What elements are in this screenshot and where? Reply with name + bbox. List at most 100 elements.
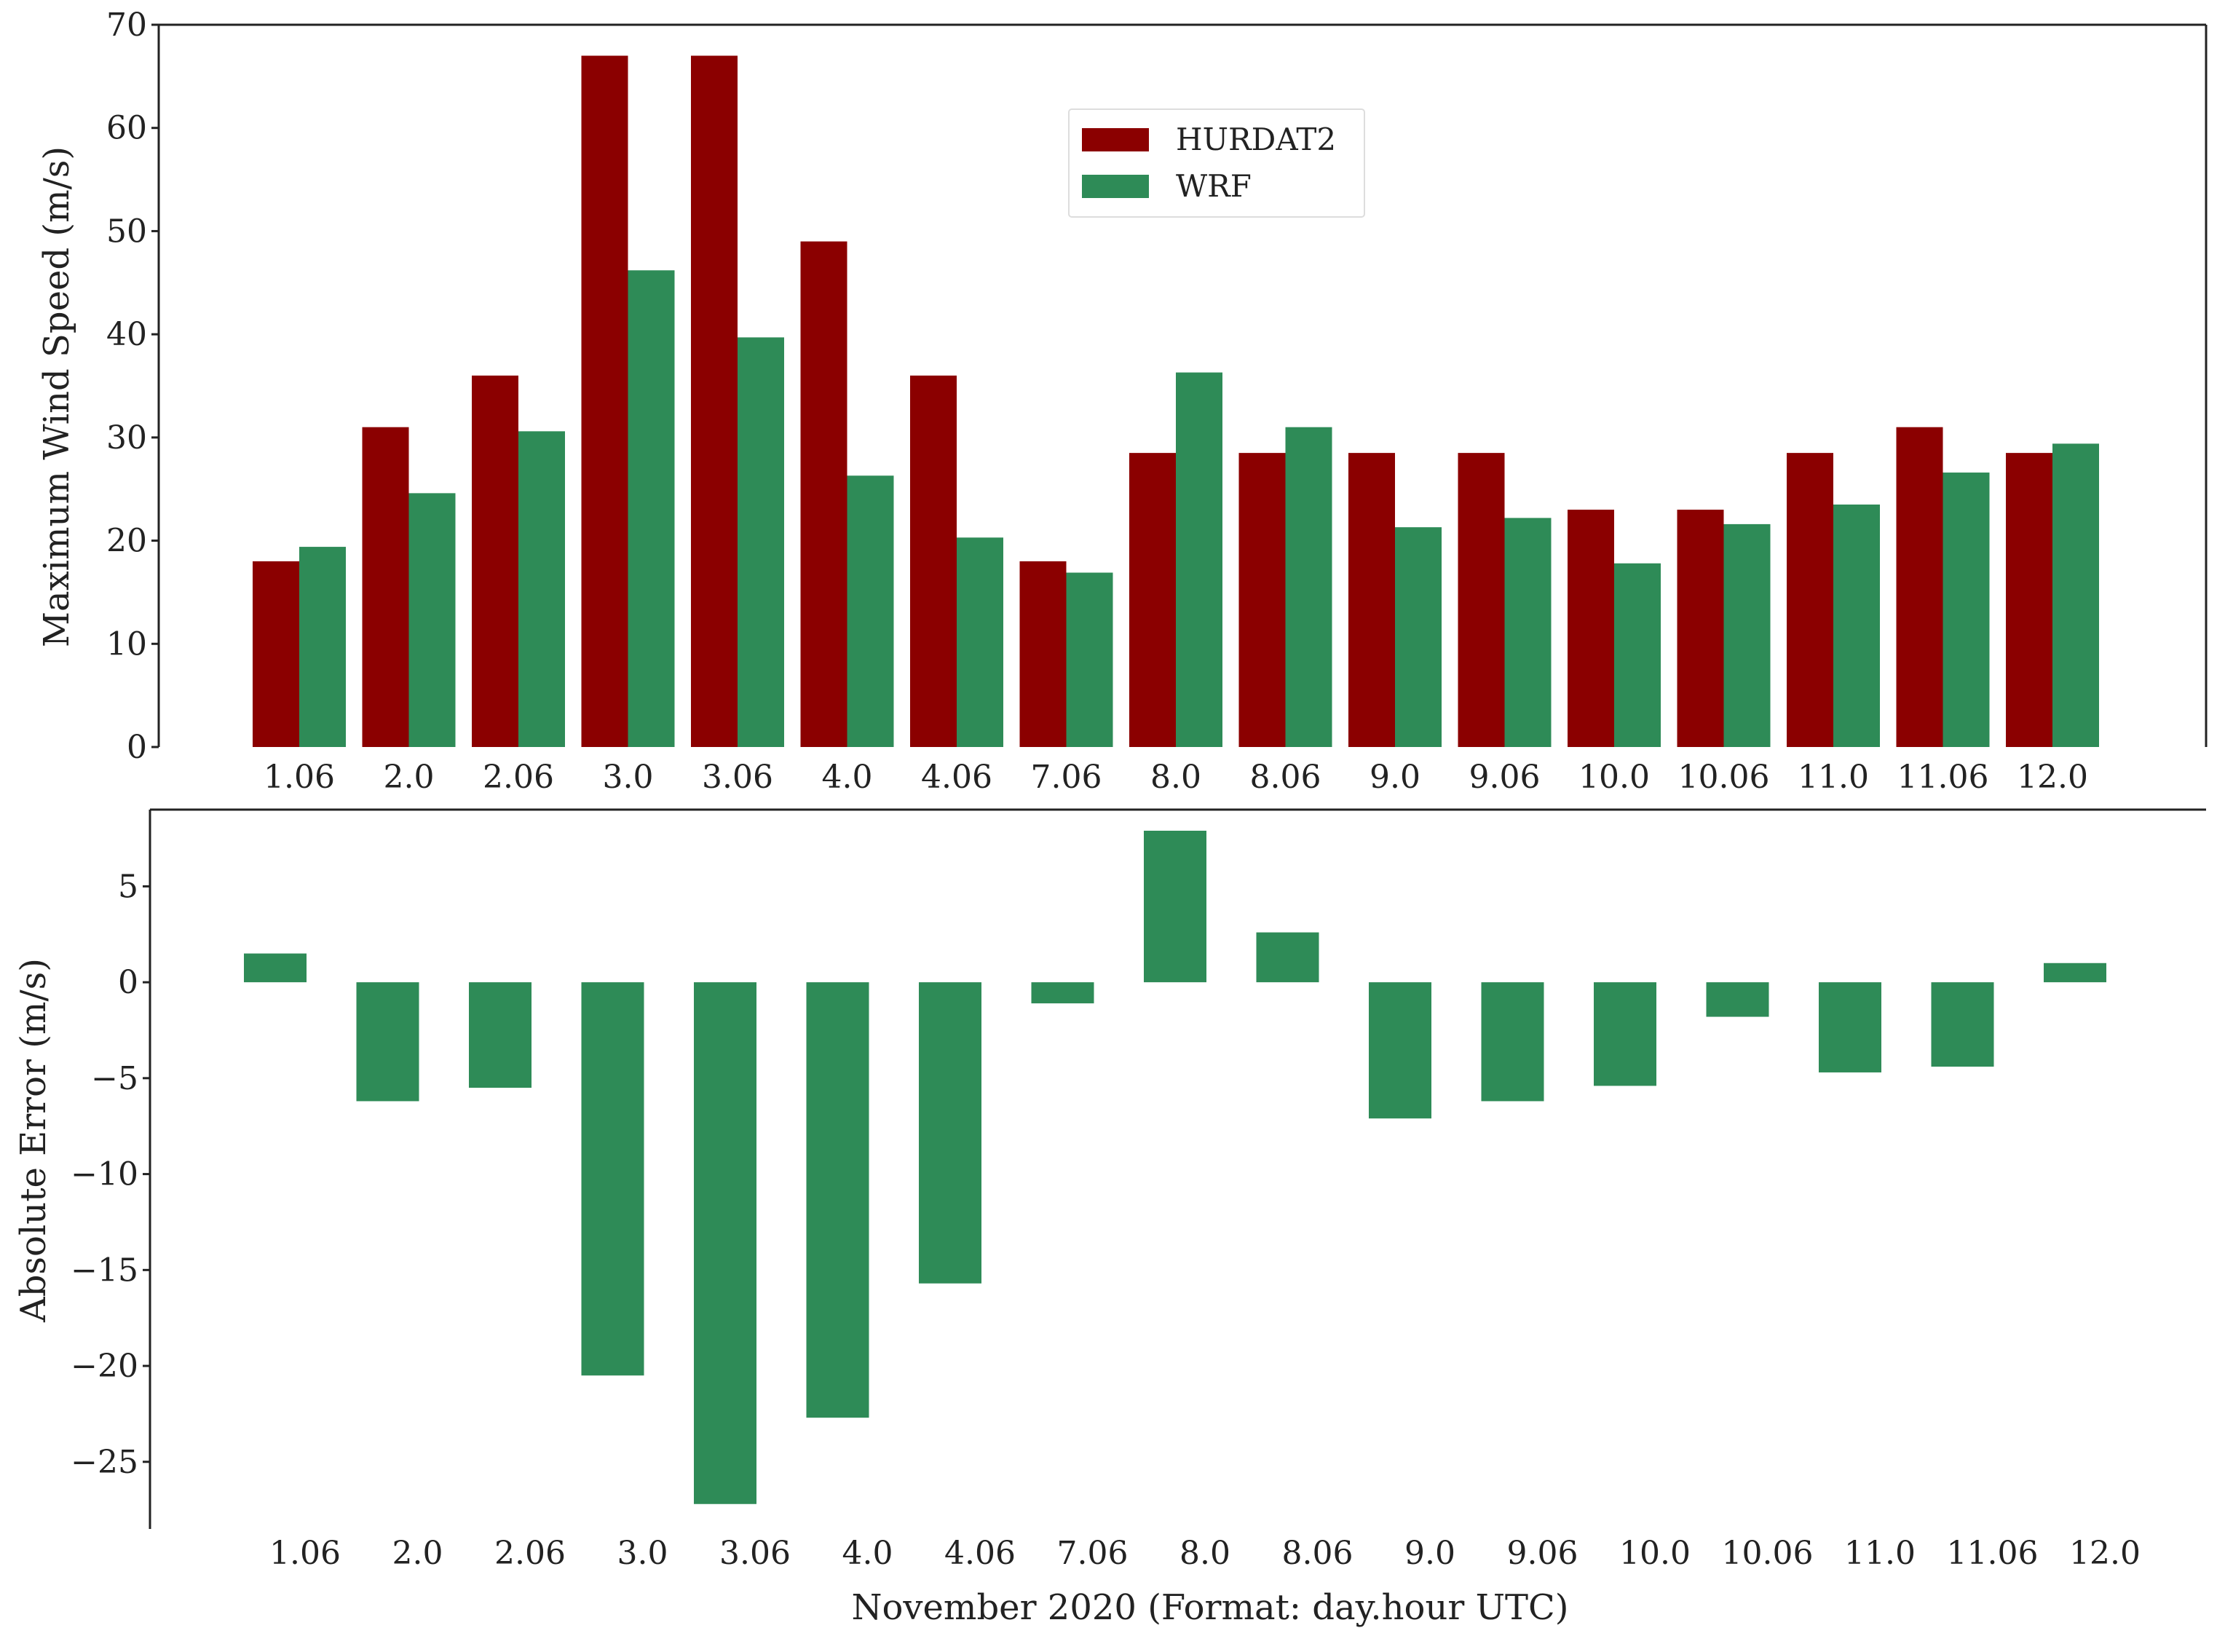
y-tick-label: 5 xyxy=(118,868,138,905)
bar-absolute-error xyxy=(1481,982,1544,1102)
bar-hurdat2 xyxy=(1019,561,1067,747)
wind-speed-chart: 0 10 20 30 40 50 60 70 Maximum Wind Speed (m/s) 1… xyxy=(36,7,2208,796)
bar-hurdat2 xyxy=(800,241,847,748)
bar-hurdat2 xyxy=(1129,453,1176,747)
x-tick-label: 12.0 xyxy=(2017,759,2088,796)
bar-hurdat2 xyxy=(1787,453,1833,747)
bar-absolute-error xyxy=(1819,982,1881,1072)
y-tick-label: 0 xyxy=(127,729,147,766)
bar-hurdat2 xyxy=(362,427,409,747)
x-tick-label: 9.06 xyxy=(1507,1535,1578,1572)
bar-absolute-error xyxy=(1931,982,1994,1067)
x-axis-title: November 2020 (Format: day.hour UTC) xyxy=(852,1587,1569,1628)
legend-swatch-hurdat2 xyxy=(1082,128,1149,151)
bar-wrf xyxy=(1066,572,1113,747)
x-tick-label: 9.0 xyxy=(1404,1535,1455,1572)
bar-wrf xyxy=(1723,523,1771,747)
x-tick-label: 8.06 xyxy=(1282,1535,1353,1572)
x-tick-label: 3.06 xyxy=(702,759,773,796)
bar-wrf xyxy=(957,537,1003,747)
bar-absolute-error xyxy=(356,982,419,1102)
x-tick-label: 11.06 xyxy=(1897,759,1989,796)
x-tick-label: 9.0 xyxy=(1370,759,1420,796)
bar-absolute-error xyxy=(1031,982,1094,1004)
y-tick-label: 60 xyxy=(106,110,147,147)
x-tick-label: 2.0 xyxy=(384,759,435,796)
bar-wrf xyxy=(2052,443,2099,747)
x-tick-label: 4.06 xyxy=(921,759,992,796)
legend-label-wrf: WRF xyxy=(1176,168,1252,204)
y-tick-label: 20 xyxy=(106,523,147,560)
bar-wrf xyxy=(1395,527,1442,747)
y-tick-label: −25 xyxy=(71,1444,138,1481)
x-tick-label: 2.06 xyxy=(494,1535,566,1572)
y-tick-label: 30 xyxy=(106,419,147,457)
bar-absolute-error xyxy=(919,982,981,1284)
bar-hurdat2 xyxy=(1238,453,1286,747)
legend-label-hurdat2: HURDAT2 xyxy=(1176,122,1336,157)
bar-hurdat2 xyxy=(1896,427,1943,747)
legend-swatch-wrf xyxy=(1082,175,1149,198)
y-axis-title: Absolute Error (m/s) xyxy=(13,958,54,1323)
x-tick-label: 2.0 xyxy=(392,1535,443,1572)
x-tick-label: 3.06 xyxy=(719,1535,791,1572)
x-tick-label: 2.06 xyxy=(483,759,554,796)
bar-hurdat2 xyxy=(1568,510,1614,747)
bar-hurdat2 xyxy=(691,55,738,747)
bar-absolute-error xyxy=(581,982,644,1376)
y-tick-label: −15 xyxy=(71,1252,138,1289)
bar-absolute-error xyxy=(1144,830,1206,983)
bar-wrf xyxy=(1176,372,1222,747)
bar-hurdat2 xyxy=(2006,453,2052,747)
x-tick-label: 10.06 xyxy=(1678,759,1770,796)
x-tick-label: 3.0 xyxy=(617,1535,668,1572)
x-tick-label: 4.06 xyxy=(944,1535,1016,1572)
x-tick-label: 12.0 xyxy=(2069,1535,2141,1572)
bar-hurdat2 xyxy=(1677,510,1724,747)
bar-hurdat2 xyxy=(581,55,628,747)
y-tick-label: −10 xyxy=(71,1156,138,1193)
bar-absolute-error xyxy=(806,982,869,1418)
x-tick-label: 8.0 xyxy=(1150,759,1201,796)
y-tick-label: −5 xyxy=(91,1060,138,1097)
x-tick-label: 11.0 xyxy=(1844,1535,1916,1572)
x-tick-label: 10.0 xyxy=(1619,1535,1691,1572)
x-tick-label: 11.06 xyxy=(1947,1535,2039,1572)
y-tick-label: 70 xyxy=(106,7,147,44)
bar-absolute-error xyxy=(2044,963,2106,983)
x-tick-label: 3.0 xyxy=(603,759,654,796)
bar-wrf xyxy=(847,475,894,747)
bar-wrf xyxy=(1614,563,1661,747)
x-tick-label: 10.0 xyxy=(1578,759,1650,796)
bar-wrf xyxy=(1943,473,1990,747)
x-tick-label: 10.06 xyxy=(1722,1535,1814,1572)
x-tick-label: 8.06 xyxy=(1250,759,1321,796)
x-tick-label: 4.0 xyxy=(842,1535,893,1572)
x-tick-label: 7.06 xyxy=(1057,1535,1129,1572)
bar-absolute-error xyxy=(1256,932,1319,983)
bar-absolute-error xyxy=(1594,982,1656,1086)
bar-hurdat2 xyxy=(910,375,957,747)
bar-absolute-error xyxy=(1369,982,1431,1119)
x-tick-label: 11.0 xyxy=(1798,759,1869,796)
x-tick-label: 1.06 xyxy=(264,759,335,796)
bar-wrf xyxy=(408,493,456,747)
bar-hurdat2 xyxy=(1348,453,1395,747)
bar-wrf xyxy=(1504,518,1552,747)
y-tick-label: 0 xyxy=(118,964,138,1001)
legend: HURDAT2 WRF xyxy=(1068,108,1365,218)
bar-absolute-error xyxy=(1706,982,1769,1017)
y-tick-label: 10 xyxy=(106,625,147,663)
x-tick-label: 9.06 xyxy=(1469,759,1541,796)
bar-hurdat2 xyxy=(1458,453,1505,747)
y-tick-label: 40 xyxy=(106,316,147,353)
bar-wrf xyxy=(1833,504,1880,747)
x-tick-label: 8.0 xyxy=(1179,1535,1230,1572)
bar-absolute-error xyxy=(469,982,531,1088)
y-tick-label: −20 xyxy=(71,1348,138,1385)
bar-absolute-error xyxy=(244,953,307,983)
absolute-error-chart: 5 0 −5 −10 −15 −20 −25 Absolute Error (m/s) 1.06… xyxy=(13,808,2206,1628)
bar-hurdat2 xyxy=(253,561,299,747)
